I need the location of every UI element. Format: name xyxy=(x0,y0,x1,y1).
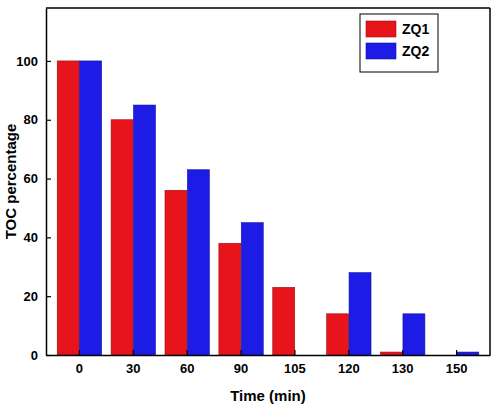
y-axis-line xyxy=(46,9,48,356)
x-tick-label: 105 xyxy=(284,361,306,376)
y-tick-mark xyxy=(46,61,51,62)
series-bars xyxy=(57,61,402,355)
frame-top xyxy=(46,7,490,9)
legend-swatch xyxy=(366,21,396,37)
y-tick-label: 0 xyxy=(31,348,38,363)
bar xyxy=(111,120,133,355)
bar xyxy=(241,223,263,355)
plot: 0204060801000306090105120130150ZQ1ZQ2 xyxy=(16,8,490,376)
x-tick-label: 150 xyxy=(446,361,468,376)
x-tick-mark xyxy=(79,350,80,355)
x-tick-mark xyxy=(402,350,403,355)
bar xyxy=(327,314,349,355)
x-axis: 0 30 60 90 105 120 130 150 xyxy=(47,350,491,376)
x-tick: 120 xyxy=(338,350,360,376)
bar xyxy=(403,314,425,355)
bar xyxy=(187,170,209,355)
x-axis-title: Time (min) xyxy=(230,387,306,404)
bar xyxy=(381,352,403,355)
x-tick-mark xyxy=(240,350,241,355)
x-tick-mark xyxy=(187,350,188,355)
x-tick-label: 90 xyxy=(234,361,248,376)
bar xyxy=(57,61,79,355)
y-tick-label: 60 xyxy=(24,171,38,186)
legend-label: ZQ2 xyxy=(402,43,429,59)
x-tick-label: 0 xyxy=(76,361,83,376)
y-axis-title: TOC percentage xyxy=(2,124,19,240)
y-tick: 100 xyxy=(16,54,51,69)
y-tick-mark xyxy=(46,296,51,297)
y-tick: 60 xyxy=(24,171,51,186)
y-axis: 0 20 40 60 80 100 xyxy=(16,9,51,363)
bar xyxy=(165,190,187,355)
y-tick-label: 20 xyxy=(24,289,38,304)
x-tick-label: 30 xyxy=(126,361,140,376)
y-tick-label: 100 xyxy=(16,54,38,69)
x-tick: 105 xyxy=(284,350,306,376)
bar xyxy=(349,273,371,355)
series-bars xyxy=(80,61,479,355)
x-tick: 90 xyxy=(234,350,248,376)
x-tick: 60 xyxy=(180,350,194,376)
y-tick-label: 40 xyxy=(24,230,38,245)
legend-box xyxy=(360,14,438,72)
frame-right xyxy=(489,8,491,355)
chart: 0204060801000306090105120130150ZQ1ZQ2Tim… xyxy=(0,0,498,415)
y-tick-mark xyxy=(46,237,51,238)
x-tick-label: 130 xyxy=(392,361,414,376)
bars xyxy=(57,61,479,355)
y-tick-mark xyxy=(46,120,51,121)
x-tick: 30 xyxy=(126,350,140,376)
y-tick-mark xyxy=(46,178,51,179)
x-axis-line xyxy=(47,355,491,357)
bar xyxy=(273,287,295,355)
legend-swatch xyxy=(366,43,396,59)
y-tick-label: 80 xyxy=(24,112,38,127)
y-tick: 80 xyxy=(24,112,51,127)
y-tick: 20 xyxy=(24,289,51,304)
x-tick-label: 120 xyxy=(338,361,360,376)
x-tick-label: 60 xyxy=(180,361,194,376)
y-tick: 40 xyxy=(24,230,51,245)
x-tick: 0 xyxy=(76,350,83,376)
bar xyxy=(134,105,156,355)
legend-label: ZQ1 xyxy=(402,21,429,37)
x-tick-mark xyxy=(133,350,134,355)
x-tick: 130 xyxy=(392,350,414,376)
x-tick-mark xyxy=(294,350,295,355)
x-tick-mark xyxy=(456,350,457,355)
bar xyxy=(80,61,102,355)
x-tick-mark xyxy=(348,350,349,355)
bar xyxy=(457,352,479,355)
x-tick: 150 xyxy=(446,350,468,376)
bar xyxy=(219,243,241,355)
legend: ZQ1ZQ2 xyxy=(360,14,438,72)
